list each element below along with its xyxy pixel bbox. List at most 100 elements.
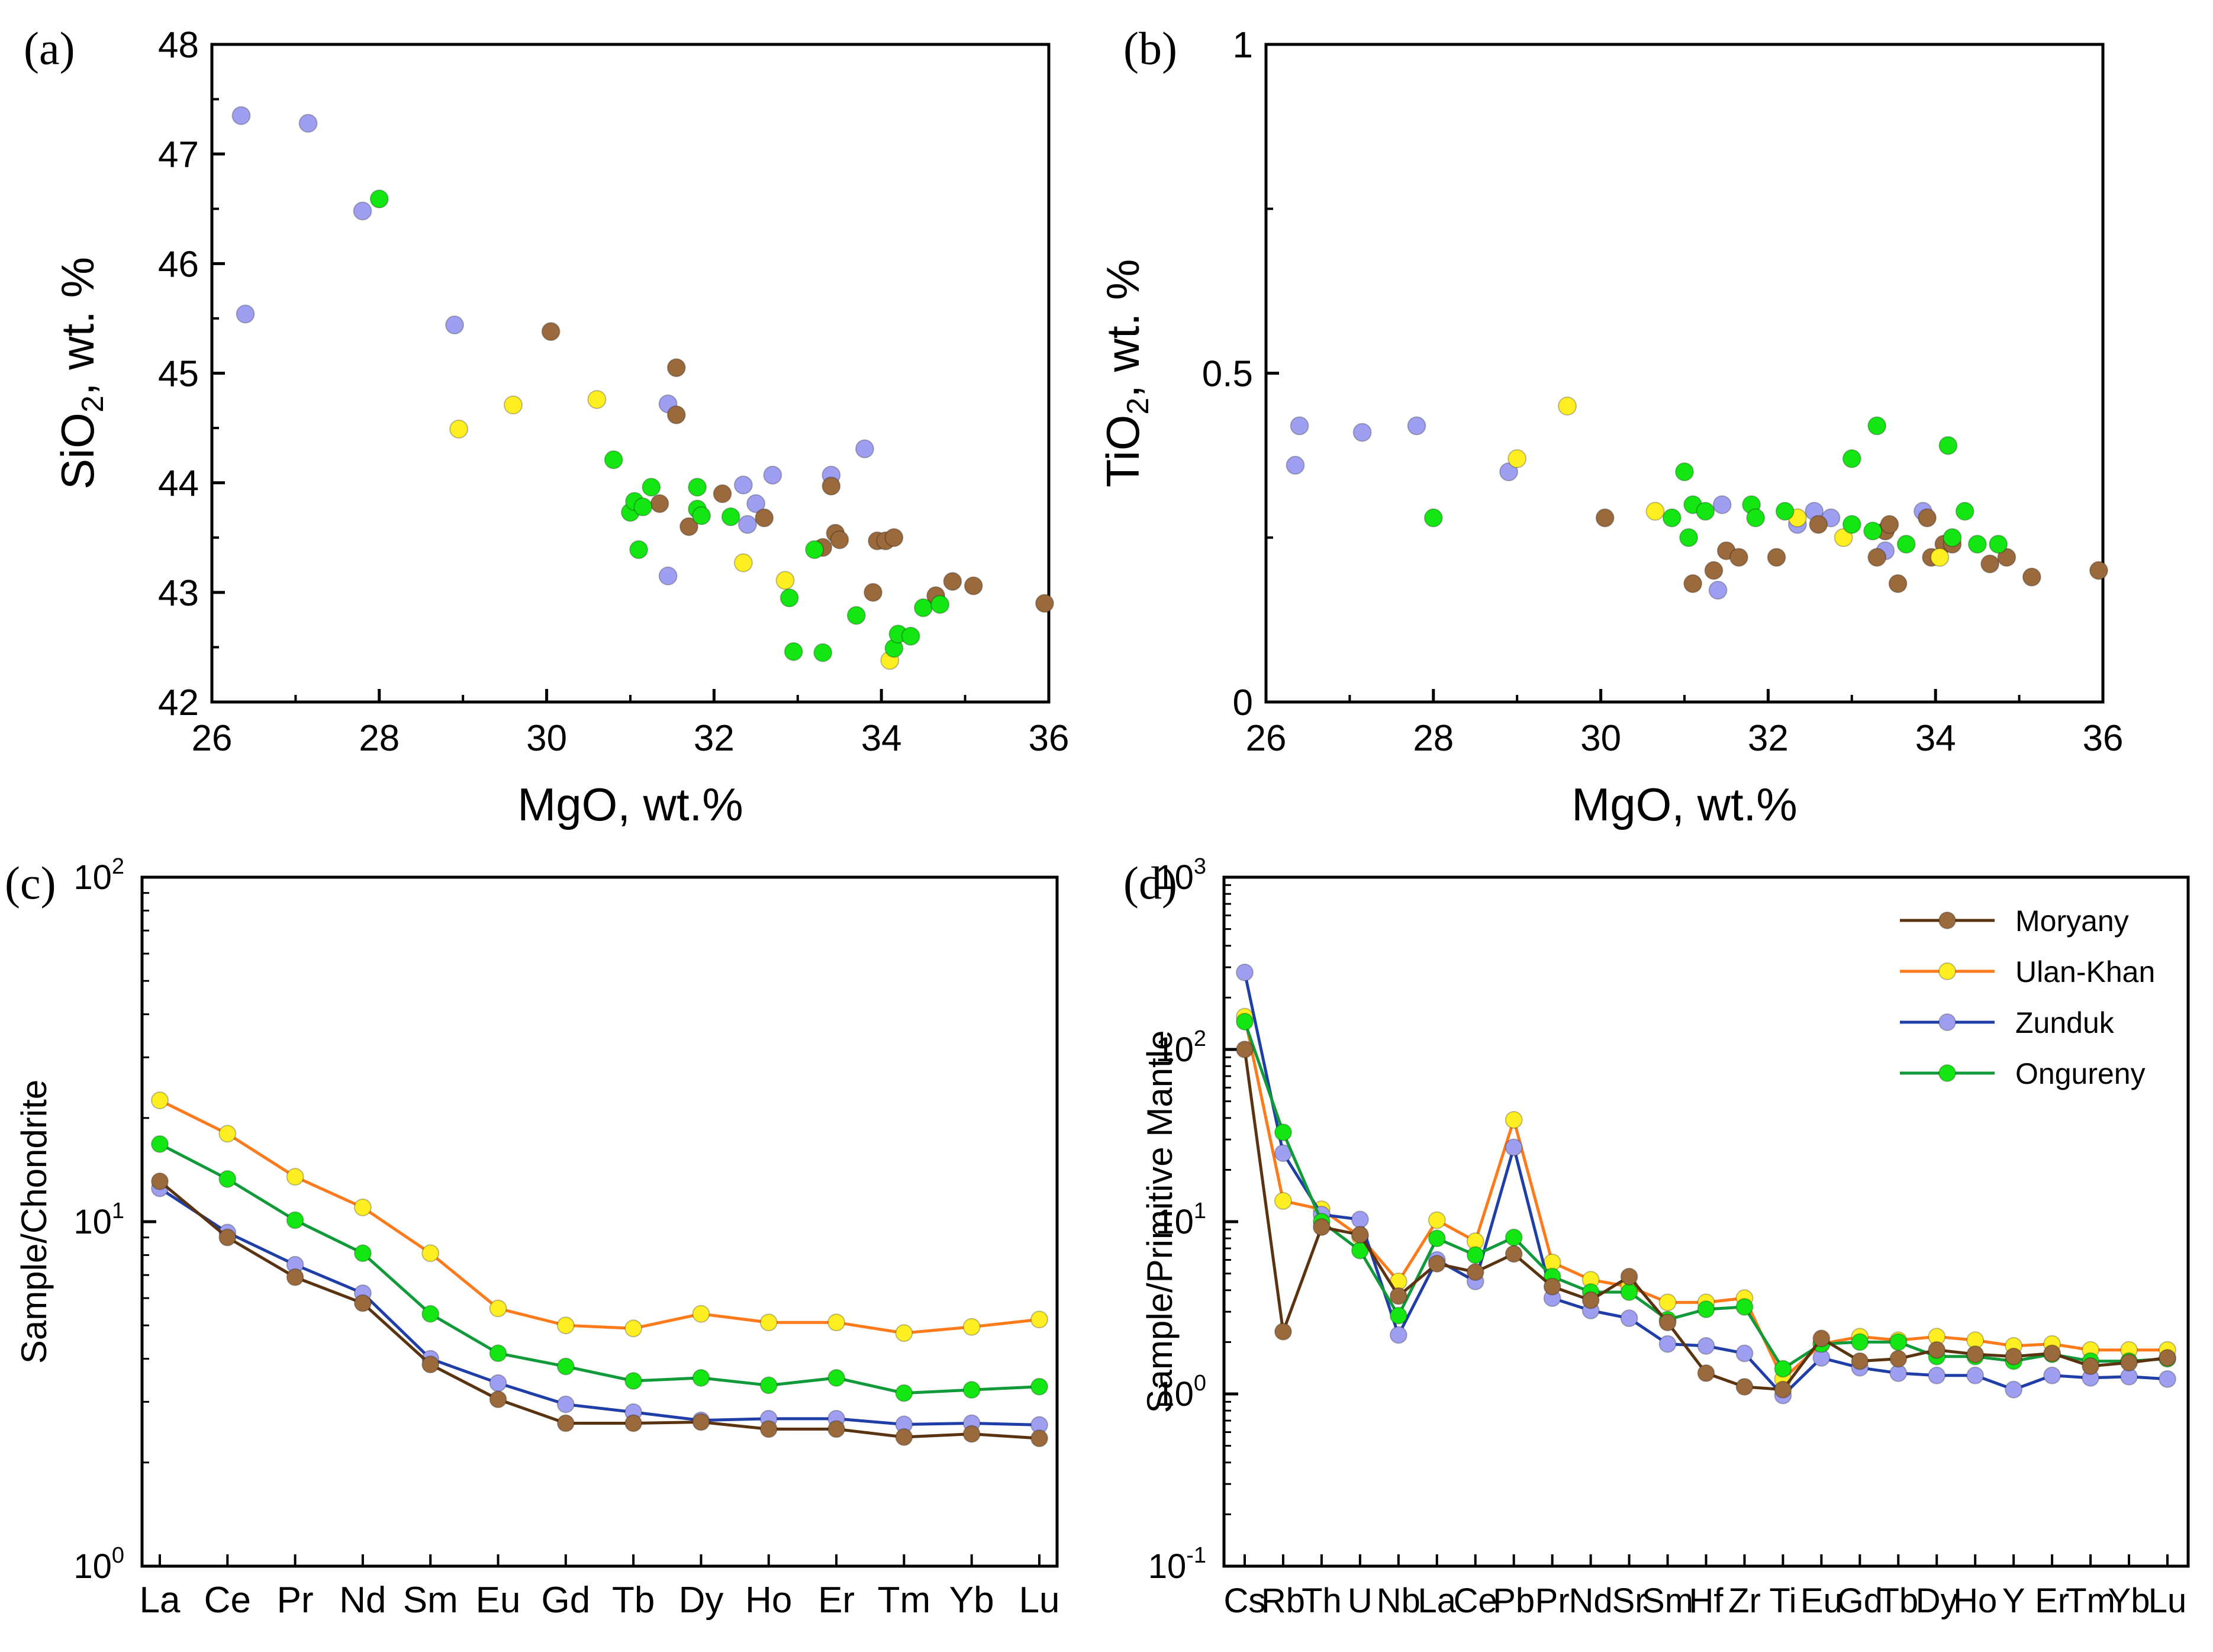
y-tick-exp: 2 <box>112 854 124 879</box>
y-tick-base: 10 <box>1155 1203 1194 1241</box>
data-point <box>1505 1138 1523 1157</box>
data-point <box>813 643 833 662</box>
y-tick-base: 10 <box>73 1203 112 1241</box>
x-tick-label: Ce <box>204 1580 251 1621</box>
data-point <box>733 475 753 495</box>
data-point <box>1236 963 1254 981</box>
data-point <box>1880 515 1899 534</box>
data-point <box>604 450 623 469</box>
data-point <box>1035 594 1054 613</box>
data-point <box>1030 1377 1048 1396</box>
data-point <box>1697 1337 1715 1355</box>
data-point <box>650 494 669 513</box>
data-point <box>1955 501 1974 521</box>
x-tick-label: 34 <box>861 718 902 759</box>
data-point <box>1505 1245 1523 1263</box>
data-point <box>1697 1364 1715 1382</box>
data-point <box>1428 1211 1446 1229</box>
y-tick-label: 101 <box>73 1199 124 1241</box>
y-tick-exp: 3 <box>1194 854 1206 879</box>
series-ongureny <box>369 189 950 662</box>
data-point <box>421 1305 440 1323</box>
data-point <box>827 1368 846 1387</box>
data-point <box>1428 1255 1446 1273</box>
data-point <box>759 1376 778 1395</box>
data-point <box>642 478 661 497</box>
data-point <box>1735 1298 1754 1316</box>
data-point <box>624 1319 643 1338</box>
data-point <box>1351 1210 1369 1229</box>
x-tick-label: Nd <box>1569 1582 1613 1620</box>
data-point <box>1507 449 1527 468</box>
data-point <box>1658 1313 1677 1332</box>
data-point <box>1735 1377 1754 1396</box>
x-tick-label: Gd <box>541 1580 590 1621</box>
data-point <box>1928 1341 1946 1359</box>
data-point <box>1620 1309 1638 1328</box>
data-point <box>286 1268 304 1286</box>
data-point <box>1236 1041 1254 1058</box>
x-tick-label: Eu <box>476 1580 521 1621</box>
data-point <box>964 576 983 595</box>
series-moryany <box>151 1172 1048 1448</box>
data-point <box>1030 1310 1048 1329</box>
data-point <box>1505 1111 1523 1129</box>
data-point <box>930 595 950 614</box>
x-tick-label: Eu <box>1800 1582 1842 1620</box>
x-tick-label: Cs <box>1224 1582 1266 1620</box>
x-axis-title: MgO, wt.% <box>1571 778 1797 830</box>
data-point <box>421 1244 440 1263</box>
data-point <box>775 571 795 590</box>
data-point <box>1842 515 1861 534</box>
data-point <box>1351 1226 1369 1244</box>
x-tick-label: Zr <box>1728 1582 1761 1620</box>
data-point <box>1767 548 1786 567</box>
legend-marker <box>1938 1013 1956 1031</box>
plot-frame <box>140 875 1059 1568</box>
data-point <box>1236 1013 1254 1031</box>
data-point <box>1581 1291 1600 1309</box>
y-tick-exp: 0 <box>1194 1371 1206 1396</box>
data-point <box>962 1381 981 1399</box>
data-point <box>1896 534 1916 554</box>
legend <box>1900 912 1995 1082</box>
x-tick-label: 28 <box>359 718 400 759</box>
data-point <box>692 1305 710 1323</box>
panel-label-d: (d) <box>1123 857 1177 909</box>
y-tick-label: 46 <box>158 244 199 285</box>
x-tick-label: Sm <box>403 1580 458 1621</box>
x-tick-label: Th <box>1302 1582 1342 1620</box>
legend-marker <box>1938 962 1956 980</box>
data-point <box>1712 495 1732 514</box>
x-tick-label: 32 <box>694 718 735 759</box>
y-axis-title-rest: , wt. % <box>51 257 104 395</box>
data-point <box>2022 567 2041 587</box>
series-moryany <box>1595 508 2108 594</box>
legend-label: Moryany <box>2015 904 2129 938</box>
data-point <box>1352 423 1372 442</box>
data-point <box>541 322 561 342</box>
legend-label: Ongureny <box>2015 1057 2146 1090</box>
data-point <box>587 389 607 409</box>
data-point <box>692 1413 710 1431</box>
data-point <box>1645 501 1665 521</box>
data-point <box>1989 534 2008 554</box>
y-tick-base: 10 <box>73 1547 112 1586</box>
data-point <box>1863 521 1883 541</box>
y-tick-label: 1 <box>1233 25 1253 66</box>
legend-marker <box>1938 1064 1956 1082</box>
y-tick-base: 10 <box>73 858 112 897</box>
series-zunduk <box>231 106 874 586</box>
data-point <box>1030 1429 1048 1448</box>
legend-label: Ulan-Khan <box>2015 955 2155 988</box>
data-point <box>733 553 753 572</box>
data-point <box>2159 1349 2176 1367</box>
data-point <box>1683 574 1703 594</box>
y-axis-title: Sample/Chondrite <box>14 1080 54 1364</box>
y-tick-label: 42 <box>158 682 199 723</box>
x-tick-label: Nb <box>1377 1582 1420 1620</box>
data-point <box>2089 561 2108 580</box>
data-point <box>556 1316 575 1335</box>
x-tick-label: Sr <box>1612 1582 1647 1620</box>
